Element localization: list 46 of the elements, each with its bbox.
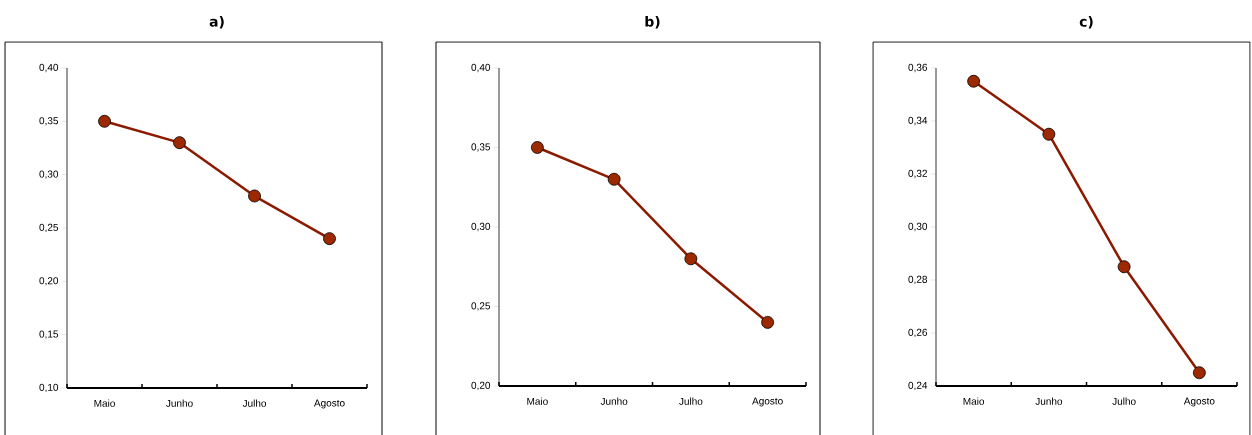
point [530, 141, 544, 154]
y-tick-label: 0,25 [39, 223, 59, 233]
point [761, 315, 775, 329]
chart-title: a) [209, 15, 224, 29]
x-tick-label: Junho [600, 397, 628, 405]
point [967, 74, 981, 88]
y-tick-label: 0,20 [39, 277, 59, 286]
y-tick-label: 0,30 [471, 222, 491, 232]
y-tick-label: 0,20 [471, 381, 491, 391]
x-tick-label: Agosto [1183, 397, 1215, 407]
y-tick-label: 0,24 [908, 381, 928, 391]
y-tick-label: 0,10 [39, 383, 59, 393]
point [1042, 127, 1056, 141]
x-tick-label: Julho [679, 397, 703, 405]
y-tick-label: 0,35 [471, 143, 491, 152]
point [1192, 366, 1206, 380]
point [684, 252, 698, 266]
x-tick-label: Julho [242, 399, 267, 407]
x-tick-label: Maio [527, 397, 548, 405]
point [173, 136, 186, 150]
y-tick-label: 0,15 [39, 330, 59, 339]
y-tick-label: 0,30 [908, 222, 928, 232]
point [98, 114, 111, 128]
y-tick-label: 0,34 [908, 116, 928, 126]
y-tick-label: 0,28 [908, 275, 928, 285]
y-tick-label: 0,30 [39, 170, 59, 179]
x-tick-label: Junho [1035, 397, 1063, 405]
point [248, 189, 261, 203]
point [323, 232, 336, 246]
x-tick-label: Agosto [313, 399, 345, 409]
x-tick-label: Agosto [752, 397, 783, 407]
x-tick-label: Maio [963, 397, 985, 405]
chart-title: b) [645, 15, 660, 29]
y-tick-label: 0,40 [471, 63, 491, 73]
x-tick-label: Maio [94, 399, 115, 407]
y-tick-label: 0,25 [471, 302, 491, 311]
point [1117, 260, 1131, 274]
y-tick-label: 0,36 [908, 63, 928, 73]
x-tick-label: Julho [1112, 397, 1136, 405]
y-tick-label: 0,40 [39, 63, 59, 73]
chart-title: c) [1079, 15, 1093, 29]
point [607, 172, 621, 186]
x-tick-label: Junho [166, 399, 193, 407]
y-tick-label: 0,32 [908, 169, 927, 179]
y-tick-label: 0,26 [908, 328, 928, 338]
y-tick-label: 0,35 [39, 117, 59, 126]
